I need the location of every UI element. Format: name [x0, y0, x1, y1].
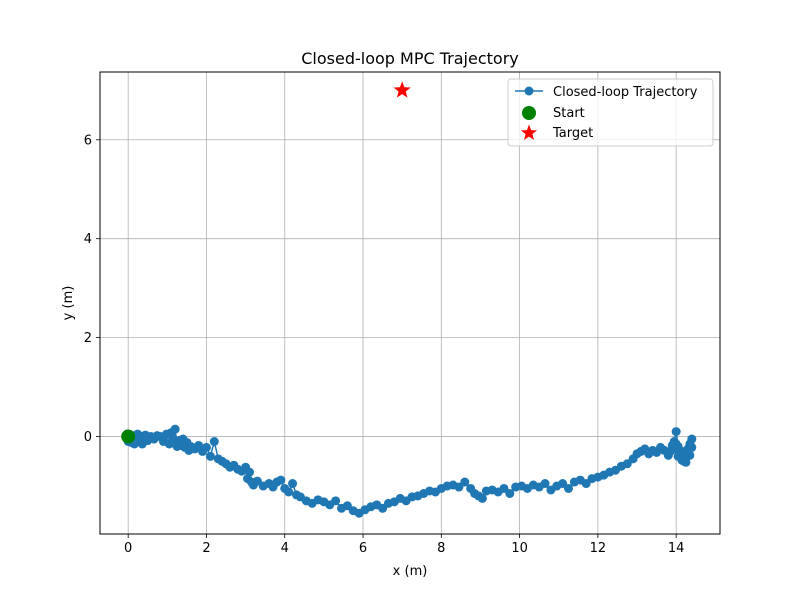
x-tick-label: 6 [359, 541, 367, 556]
trajectory-point [331, 496, 341, 506]
legend-entry-target: Target [552, 126, 593, 141]
x-tick-label: 12 [590, 541, 607, 556]
trajectory-point [558, 479, 568, 489]
trajectory-point [245, 467, 255, 477]
legend-circle-swatch [524, 86, 534, 96]
grid [100, 72, 720, 534]
trajectory-point [454, 482, 464, 492]
plot-series [121, 81, 697, 518]
trajectory-point [201, 442, 211, 452]
y-tick-label: 0 [84, 430, 92, 445]
trajectory-point [378, 503, 388, 513]
trajectory-point [581, 479, 591, 489]
trajectory-point [669, 444, 679, 454]
target-star-marker [393, 81, 411, 98]
trajectory-point [205, 451, 215, 461]
trajectory-point [505, 488, 515, 498]
trajectory-point [687, 442, 697, 452]
plot-frame [99, 71, 721, 535]
legend-star-icon [520, 124, 538, 140]
plot-area [121, 81, 697, 518]
trajectory-point [671, 427, 681, 437]
trajectory-point [622, 459, 632, 469]
chart-title: Closed-loop MPC Trajectory [301, 49, 519, 68]
trajectory-point [252, 476, 262, 486]
y-tick-label: 2 [84, 331, 92, 346]
trajectory-point [276, 475, 286, 485]
trajectory-point [342, 501, 352, 511]
trajectory-point [540, 479, 550, 489]
axis-ticks: 0 2 4 6 8 10 12 14 0 2 4 6 [84, 133, 685, 556]
legend-start-swatch [522, 106, 536, 120]
trajectory-point [477, 493, 487, 503]
x-tick-label: 0 [124, 541, 132, 556]
legend-entry-trajectory: Closed-loop Trajectory [553, 85, 698, 100]
trajectory-point [564, 483, 574, 493]
y-tick-label: 6 [84, 133, 92, 148]
x-tick-label: 14 [668, 541, 685, 556]
x-axis-label: x (m) [393, 564, 428, 579]
trajectory-point [499, 483, 509, 493]
trajectory-point [170, 424, 180, 434]
legend-entry-start: Start [553, 106, 585, 121]
y-axis-label: y (m) [61, 286, 76, 321]
x-tick-label: 2 [202, 541, 210, 556]
y-tick-label: 4 [84, 232, 92, 247]
trajectory-point [284, 487, 294, 497]
trajectory-point [681, 457, 691, 467]
x-tick-label: 4 [281, 541, 289, 556]
trajectory-point [209, 437, 219, 447]
x-tick-label: 8 [437, 541, 445, 556]
x-tick-label: 10 [511, 541, 528, 556]
start-marker [121, 429, 136, 444]
trajectory-point [460, 477, 470, 487]
legend-box [507, 78, 714, 147]
legend: Closed-loop Trajectory Start Target [507, 78, 714, 147]
trajectory-point [685, 450, 695, 460]
trajectory-point [288, 479, 298, 489]
